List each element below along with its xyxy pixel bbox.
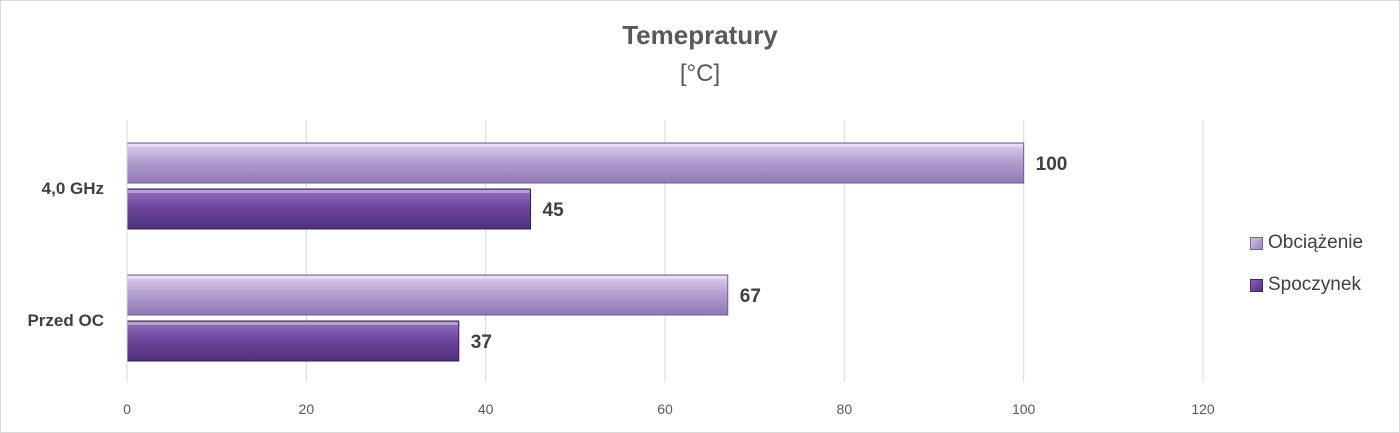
bar-1-0: [126, 188, 531, 230]
x-tick-label-100: 100: [1012, 401, 1036, 417]
x-tick-label-60: 60: [657, 401, 673, 417]
chart-subtitle: [°C]: [679, 60, 721, 87]
chart-title: Temepratury: [622, 20, 778, 50]
legend-swatch-load: [1250, 236, 1263, 250]
legend-item-load: Obciążenie: [1250, 232, 1363, 254]
data-label-1-0: 45: [543, 200, 565, 221]
x-tick-label-40: 40: [478, 401, 494, 417]
bar-highlight-0-0: [128, 144, 1023, 147]
x-tick-label-0: 0: [123, 401, 131, 417]
x-tick-label-20: 20: [299, 401, 315, 417]
legend-label-load: Obciążenie: [1268, 232, 1364, 253]
category-label-1: Przed OC: [27, 311, 104, 330]
legend-label-rest: Spoczynek: [1268, 274, 1361, 295]
legend-swatch-rest: [1250, 278, 1263, 292]
bar-0-1: [126, 274, 729, 316]
data-label-1-1: 37: [471, 332, 492, 353]
bar-0-0: [126, 142, 1025, 184]
legend: Obciążenie Spoczynek: [1250, 232, 1363, 316]
category-label-0: 4,0 GHz: [42, 179, 104, 198]
data-label-0-1: 67: [740, 286, 761, 307]
bar-highlight-1-1: [128, 322, 458, 325]
bar-highlight-1-0: [128, 190, 530, 193]
x-tick-label-80: 80: [837, 401, 853, 417]
x-tick-label-120: 120: [1191, 401, 1215, 417]
data-label-0-0: 100: [1036, 154, 1068, 175]
bar-highlight-0-1: [128, 276, 727, 279]
bar-1-1: [126, 320, 460, 362]
legend-item-rest: Spoczynek: [1250, 274, 1363, 296]
